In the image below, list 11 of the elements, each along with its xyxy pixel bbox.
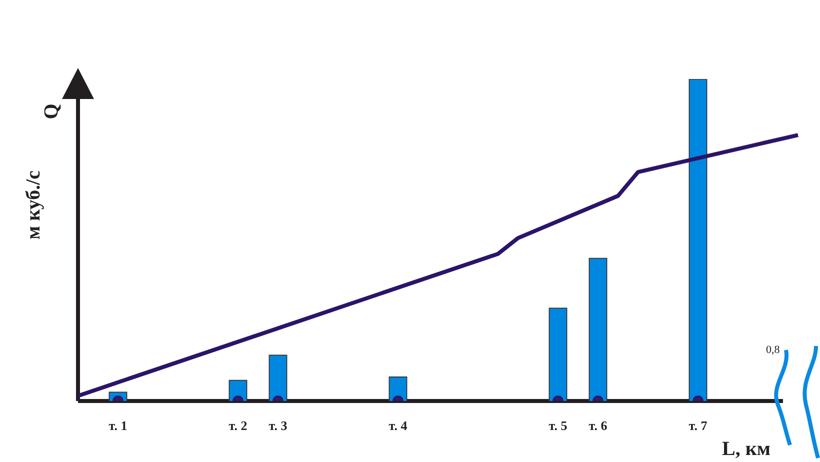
- annotation: 0,8: [766, 344, 780, 356]
- x-tick-label: т. 3: [268, 418, 288, 434]
- x-tick-label: т. 2: [228, 418, 248, 434]
- y-axis-title: м куб./с: [22, 170, 46, 240]
- x-tick-label: т. 6: [588, 418, 608, 434]
- x-tick-label: т. 4: [388, 418, 408, 434]
- x-tick-label: т. 5: [548, 418, 568, 434]
- x-tick-label: т. 7: [688, 418, 708, 434]
- x-axis-title: L, км: [722, 438, 770, 461]
- x-tick-label: т. 1: [108, 418, 128, 434]
- text: Q: [40, 104, 64, 120]
